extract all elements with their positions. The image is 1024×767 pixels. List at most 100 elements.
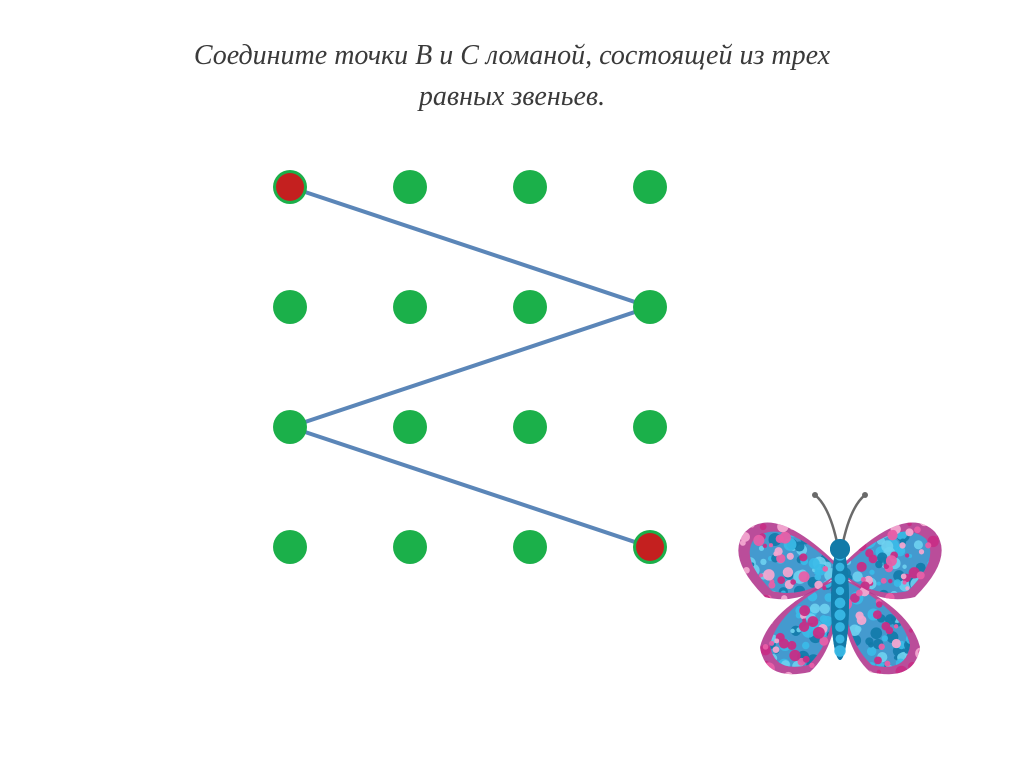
butterfly-jewel-dot [736, 572, 745, 581]
butterfly-jewel-dot [854, 521, 858, 525]
butterfly-jewel-dot [749, 523, 754, 528]
polyline-path [290, 187, 650, 547]
butterfly-jewel-dot [937, 517, 942, 522]
butterfly-jewel-dot [867, 531, 876, 540]
butterfly-jewel-dot [914, 540, 923, 549]
butterfly-jewel-dot [844, 670, 850, 676]
butterfly-body-dot [835, 598, 846, 609]
butterfly-jewel-dot [863, 514, 872, 523]
butterfly-jewel-dot [877, 670, 881, 674]
butterfly-jewel-dot [909, 629, 913, 633]
butterfly-jewel-dot [874, 657, 882, 665]
butterfly-jewel-dot [769, 641, 774, 646]
grid-dot [633, 410, 667, 444]
butterfly-jewel-dot [784, 672, 794, 682]
butterfly-jewel-dot [911, 511, 921, 521]
butterfly-jewel-dot [857, 526, 862, 531]
butterfly-jewel-dot [760, 595, 771, 606]
butterfly-jewel-dot [788, 519, 793, 524]
butterfly-jewel-dot [807, 616, 818, 627]
butterfly-jewel-dot [813, 627, 825, 639]
butterfly-jewel-dot [855, 536, 862, 543]
butterfly-jewel-dot [760, 524, 767, 531]
butterfly-decoration [720, 477, 960, 697]
butterfly-jewel-dot [937, 591, 942, 596]
butterfly-jewel-dot [777, 521, 788, 532]
butterfly-jewel-dot [835, 514, 847, 526]
butterfly-jewel-dot [857, 562, 867, 572]
butterfly-jewel-dot [843, 675, 847, 679]
butterfly-jewel-dot [937, 532, 944, 539]
butterfly-body-dot [834, 645, 846, 657]
butterfly-jewel-dot [876, 601, 882, 607]
butterfly-jewel-dot [869, 570, 874, 575]
grid-dot [393, 170, 427, 204]
butterfly-jewel-dot [903, 681, 913, 691]
butterfly-jewel-dot [856, 541, 866, 551]
special-point-B [276, 173, 304, 201]
butterfly-jewel-dot [859, 669, 866, 676]
butterfly-jewel-dot [822, 566, 828, 572]
butterfly-jewel-dot [925, 589, 935, 599]
butterfly-head-top [830, 539, 850, 559]
butterfly-jewel-dot [834, 681, 839, 686]
butterfly-jewel-dot [768, 675, 773, 680]
butterfly-jewel-dot [922, 633, 927, 638]
butterfly-jewel-dot [814, 516, 827, 529]
butterfly-jewel-dot [763, 601, 768, 606]
butterfly-jewel-dot [879, 644, 885, 650]
butterfly-jewel-dot [942, 526, 954, 538]
butterfly-jewel-dot [823, 657, 834, 668]
butterfly-jewel-dot [899, 542, 905, 548]
butterfly-jewel-dot [914, 527, 921, 534]
butterfly-jewel-dot [763, 569, 774, 580]
butterfly-jewel-dot [884, 661, 890, 667]
butterfly-jewel-dot [834, 664, 842, 672]
butterfly-jewel-dot [861, 577, 866, 582]
butterfly-body-dot [835, 622, 845, 632]
butterfly-antenna-right [842, 495, 865, 547]
grid-dot [513, 170, 547, 204]
butterfly-jewel-dot [860, 668, 868, 676]
title-line-2: равных звеньев. [419, 81, 605, 112]
butterfly-jewel-dot [787, 553, 794, 560]
butterfly-jewel-dot [777, 576, 785, 584]
butterfly-jewel-dot [864, 671, 873, 680]
butterfly-jewel-dot [790, 629, 794, 633]
butterfly-jewel-dot [809, 507, 820, 518]
butterfly-body-dot [834, 610, 845, 621]
butterfly-jewel-dot [913, 598, 921, 606]
butterfly-jewel-dot [782, 516, 791, 525]
butterfly-jewel-dot [829, 506, 835, 512]
butterfly-jewel-dot [792, 516, 800, 524]
butterfly-jewel-dot [837, 667, 847, 677]
butterfly-jewel-dot [796, 514, 803, 521]
butterfly-jewel-dot [818, 538, 822, 542]
butterfly-jewel-dot [919, 598, 927, 606]
grid-dot [513, 290, 547, 324]
butterfly-jewel-dot [766, 673, 775, 682]
butterfly-jewel-dot [894, 624, 898, 628]
stage [0, 117, 1024, 717]
butterfly-jewel-dot [911, 605, 916, 610]
butterfly-jewel-dot [763, 663, 775, 675]
butterfly-jewel-dot [919, 549, 924, 554]
butterfly-jewel-dot [875, 524, 881, 530]
butterfly-jewel-dot [810, 532, 819, 541]
butterfly-jewel-dot [894, 579, 902, 587]
butterfly-jewel-dot [867, 517, 873, 523]
butterfly-jewel-dot [882, 635, 888, 641]
butterfly-jewel-dot [738, 602, 746, 610]
butterfly-jewel-dot [936, 602, 943, 609]
butterfly-jewel-dot [896, 666, 908, 678]
butterfly-jewel-dot [915, 648, 927, 660]
butterfly-jewel-dot [938, 521, 944, 527]
butterfly-jewel-dot [902, 565, 906, 569]
butterfly-jewel-dot [775, 601, 780, 606]
grid-dot [513, 410, 547, 444]
butterfly-jewel-dot [855, 527, 869, 541]
butterfly-jewel-dot [877, 582, 881, 586]
butterfly-jewel-dot [905, 529, 913, 537]
butterfly-jewel-dot [802, 642, 809, 649]
butterfly-jewel-dot [914, 622, 919, 627]
